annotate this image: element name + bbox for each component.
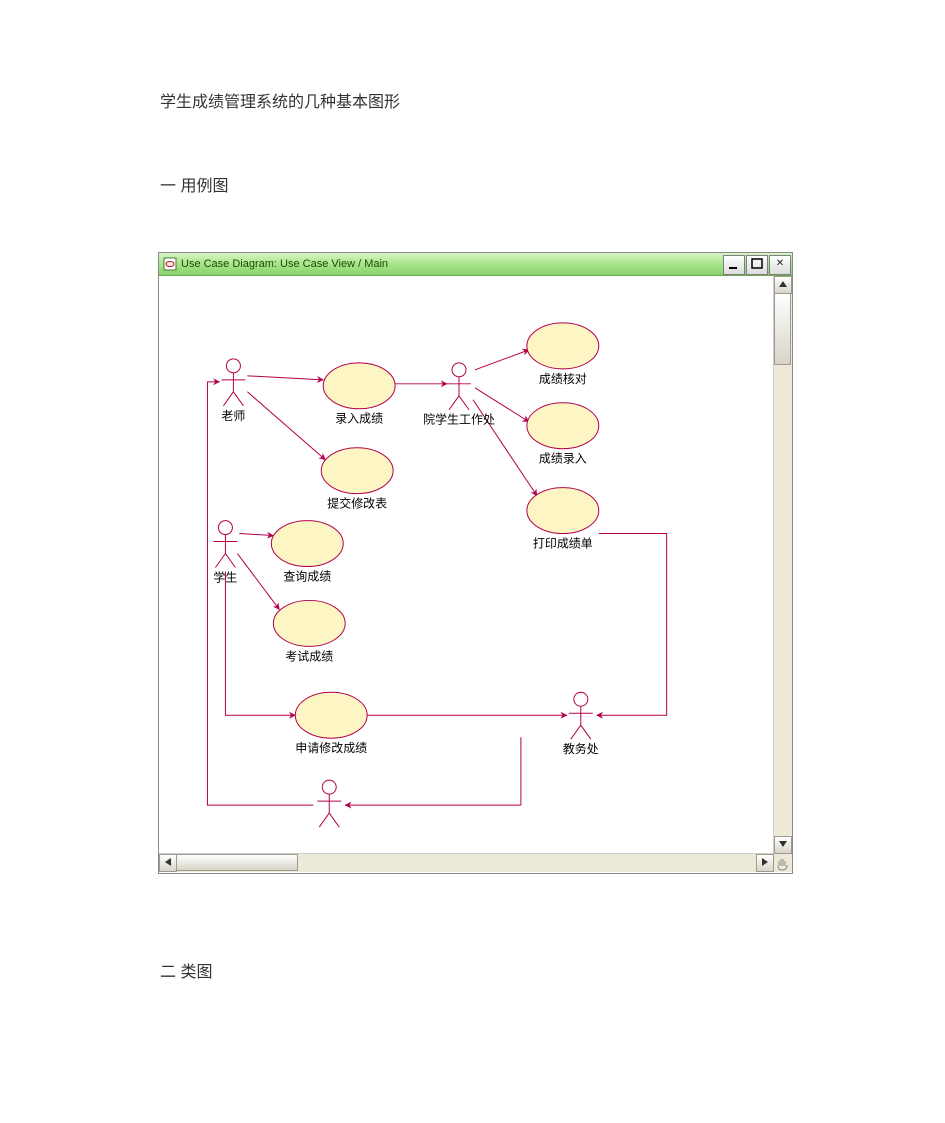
window-app-icon	[163, 257, 177, 271]
horizontal-scrollbar[interactable]	[159, 853, 774, 872]
scroll-down-button[interactable]	[774, 836, 792, 854]
scroll-up-button[interactable]	[774, 276, 792, 294]
diagram-window: Use Case Diagram: Use Case View / Main ✕…	[158, 252, 793, 874]
diagram-canvas[interactable]: 录入成绩提交修改表查询成绩考试成绩 成绩核对成绩录入打印成绩单申请修改成绩 老师学生…	[159, 276, 774, 854]
section-heading-1-text: 一 用例图	[160, 178, 228, 195]
usecase-input2[interactable]	[527, 403, 599, 449]
horizontal-scroll-thumb[interactable]	[176, 854, 298, 871]
window-buttons: ✕	[723, 253, 792, 275]
window-minimize-button[interactable]	[723, 255, 745, 275]
usecase-apply[interactable]	[295, 692, 367, 738]
usecase-label-apply: 申请修改成绩	[295, 740, 367, 755]
document-title: 学生成绩管理系统的几种基本图形	[160, 88, 400, 112]
edge-print-to-acad	[597, 534, 667, 716]
usecase-enter[interactable]	[323, 363, 395, 409]
edge-teacher-to-enter	[247, 376, 323, 380]
section-heading-2-text: 二 类图	[160, 964, 212, 981]
usecase-label-query: 查询成绩	[283, 569, 331, 583]
actor-label-acad: 教务处	[563, 741, 599, 756]
actor-acad[interactable]	[569, 692, 593, 739]
usecase-label-verify: 成绩核对	[539, 372, 587, 386]
section-heading-1: 一 用例图	[160, 172, 228, 196]
usecase-submit[interactable]	[321, 448, 393, 494]
use-case-diagram-svg: 录入成绩提交修改表查询成绩考试成绩 成绩核对成绩录入打印成绩单申请修改成绩 老师学生…	[159, 276, 773, 853]
usecase-label-input2: 成绩录入	[539, 452, 587, 466]
actor-label-student: 学生	[213, 569, 237, 584]
actor-dept[interactable]	[447, 363, 471, 410]
usecase-exam[interactable]	[273, 600, 345, 646]
scrollbar-corner	[774, 854, 792, 872]
window-client-area: 录入成绩提交修改表查询成绩考试成绩 成绩核对成绩录入打印成绩单申请修改成绩 老师学生…	[159, 276, 792, 872]
actor-student[interactable]	[213, 521, 237, 568]
actor-label-dept: 院学生工作处	[423, 412, 495, 427]
usecase-label-print: 打印成绩单	[533, 537, 593, 551]
window-maximize-button[interactable]	[746, 255, 768, 275]
edge-teacher-to-submit	[247, 392, 325, 460]
edge-dept-to-verify	[475, 350, 529, 370]
edge-student-to-apply	[225, 571, 295, 715]
usecase-label-submit: 提交修改表	[327, 496, 387, 511]
page: 学生成绩管理系统的几种基本图形 一 用例图 Use Case Diagram: …	[0, 0, 945, 1123]
scroll-left-button[interactable]	[159, 854, 177, 872]
edge-student-to-query	[239, 534, 273, 536]
vertical-scrollbar[interactable]	[773, 276, 792, 854]
window-close-button[interactable]: ✕	[769, 255, 791, 275]
usecase-label-exam: 考试成绩	[285, 648, 333, 663]
usecase-print[interactable]	[527, 488, 599, 534]
section-heading-2: 二 类图	[160, 958, 212, 982]
window-titlebar[interactable]: Use Case Diagram: Use Case View / Main ✕	[159, 253, 792, 276]
window-title-text: Use Case Diagram: Use Case View / Main	[181, 258, 388, 270]
document-title-text: 学生成绩管理系统的几种基本图形	[160, 94, 400, 111]
actor-teacher[interactable]	[221, 359, 245, 406]
usecase-verify[interactable]	[527, 323, 599, 369]
vertical-scroll-thumb[interactable]	[774, 293, 791, 365]
edge-acad-to-bottom	[345, 737, 521, 805]
actor-label-teacher: 老师	[221, 409, 245, 423]
scroll-right-button[interactable]	[756, 854, 774, 872]
usecase-label-enter: 录入成绩	[335, 412, 383, 426]
edge-student-to-exam	[237, 554, 279, 610]
usecase-query[interactable]	[271, 521, 343, 567]
grab-hand-icon	[774, 854, 792, 872]
usecases-group: 录入成绩提交修改表查询成绩考试成绩 成绩核对成绩录入打印成绩单申请修改成绩	[271, 323, 598, 755]
actor-bottom[interactable]	[317, 780, 341, 827]
